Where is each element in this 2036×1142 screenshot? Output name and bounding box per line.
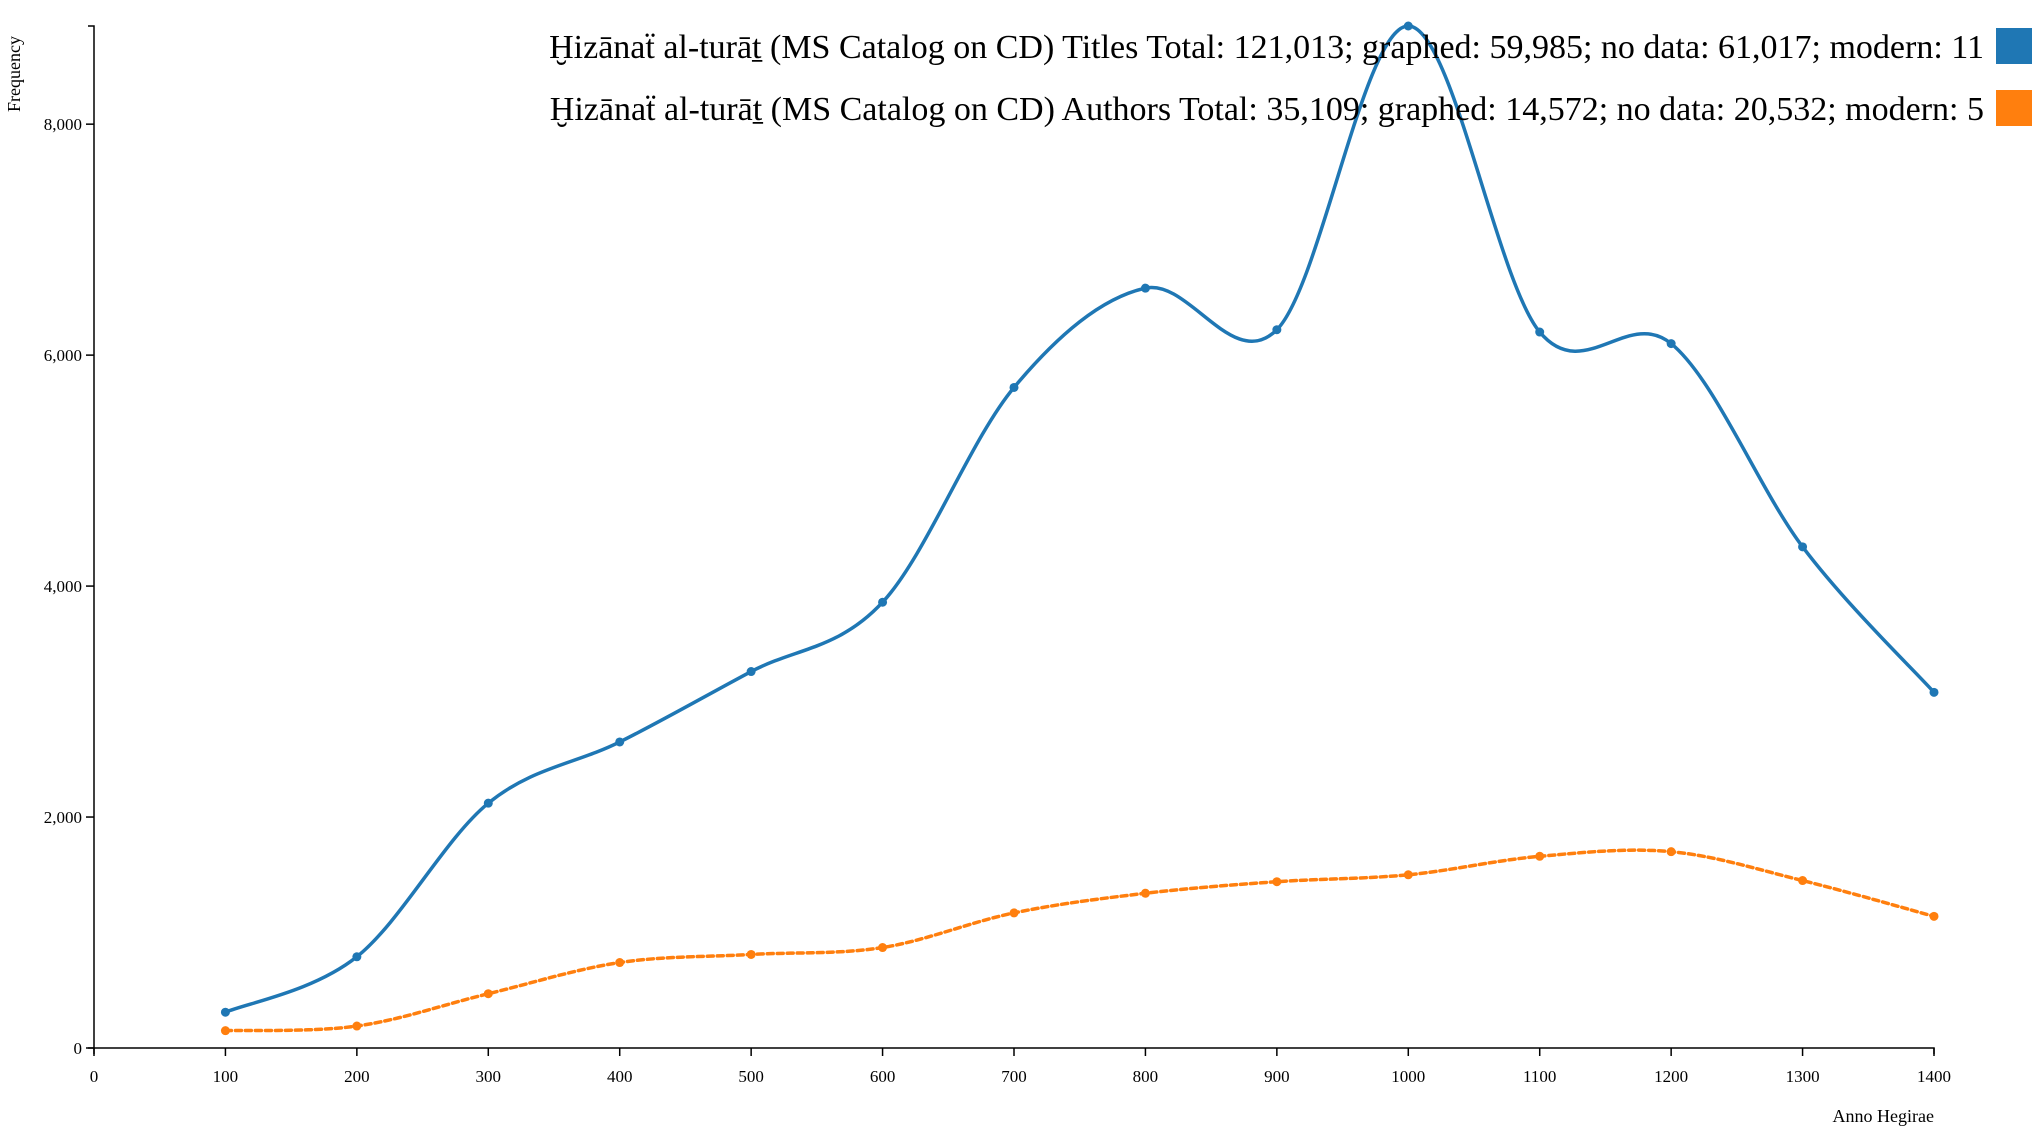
data-point [220,1007,230,1017]
legend: Ḫizānaẗ al-turāṯ (MS Catalog on CD) Titl… [549,28,2032,128]
legend-label-2: Ḫizānaẗ al-turāṯ (MS Catalog on CD) Auth… [550,91,1984,128]
data-point [1403,870,1413,880]
data-point [746,667,756,677]
data-point [483,798,493,808]
series-2 [220,847,1939,1036]
x-tick-label: 1300 [1786,1067,1820,1086]
data-point [483,989,493,999]
legend-swatch-2 [1996,90,2032,126]
data-point [878,597,888,607]
series-layer [220,21,1939,1036]
x-tick-label: 400 [607,1067,633,1086]
x-axis: 0 100 200 300 400 500 600 700 800 900 1000 1100 1200… [90,1047,1951,1086]
x-tick-label: 300 [476,1067,502,1086]
x-tick-label: 1100 [1523,1067,1556,1086]
y-axis: 0 2,000 4,000 6,000 8,000 [44,25,95,1058]
x-tick-label: 100 [213,1067,239,1086]
data-point [1272,877,1282,887]
y-axis-label: Frequency [4,36,24,112]
x-tick-label: 1000 [1391,1067,1425,1086]
x-tick-label: 1400 [1917,1067,1951,1086]
data-point [1009,908,1019,918]
x-tick-label: 500 [738,1067,764,1086]
legend-label-1: Ḫizānaẗ al-turāṯ (MS Catalog on CD) Titl… [549,29,1984,66]
x-tick-label: 1200 [1654,1067,1688,1086]
data-point [1798,876,1808,886]
y-tick-label: 2,000 [44,808,82,827]
y-tick-label: 8,000 [44,115,82,134]
data-point [1272,325,1282,335]
series-line-2 [223,848,1936,1033]
data-point [1140,283,1150,293]
y-tick-label: 6,000 [44,346,82,365]
y-tick-label: 0 [74,1039,83,1058]
series-1 [220,21,1939,1017]
x-tick-label: 700 [1001,1067,1027,1086]
x-axis-label: Anno Hegirae [1833,1106,1934,1126]
data-point [1535,327,1545,337]
data-point [615,737,625,747]
series-line-1 [223,24,1936,1014]
data-point [746,949,756,959]
data-point [352,1021,362,1031]
x-tick-label: 900 [1264,1067,1290,1086]
data-point [1666,847,1676,857]
x-tick-label: 0 [90,1067,99,1086]
data-point [1666,339,1676,349]
data-point [1798,542,1808,552]
legend-swatch-1 [1996,28,2032,64]
x-tick-label: 200 [344,1067,370,1086]
x-tick-label: 800 [1133,1067,1159,1086]
data-point [1929,687,1939,697]
data-point [1535,851,1545,861]
data-point [1403,21,1413,31]
data-point [615,958,625,968]
y-tick-label: 4,000 [44,577,82,596]
data-point [352,952,362,962]
data-point [1009,382,1019,392]
data-point [220,1026,230,1036]
x-tick-label: 600 [870,1067,896,1086]
y-axis-line [88,25,95,1049]
data-point [1140,888,1150,898]
data-point [878,943,888,953]
data-point [1929,911,1939,921]
